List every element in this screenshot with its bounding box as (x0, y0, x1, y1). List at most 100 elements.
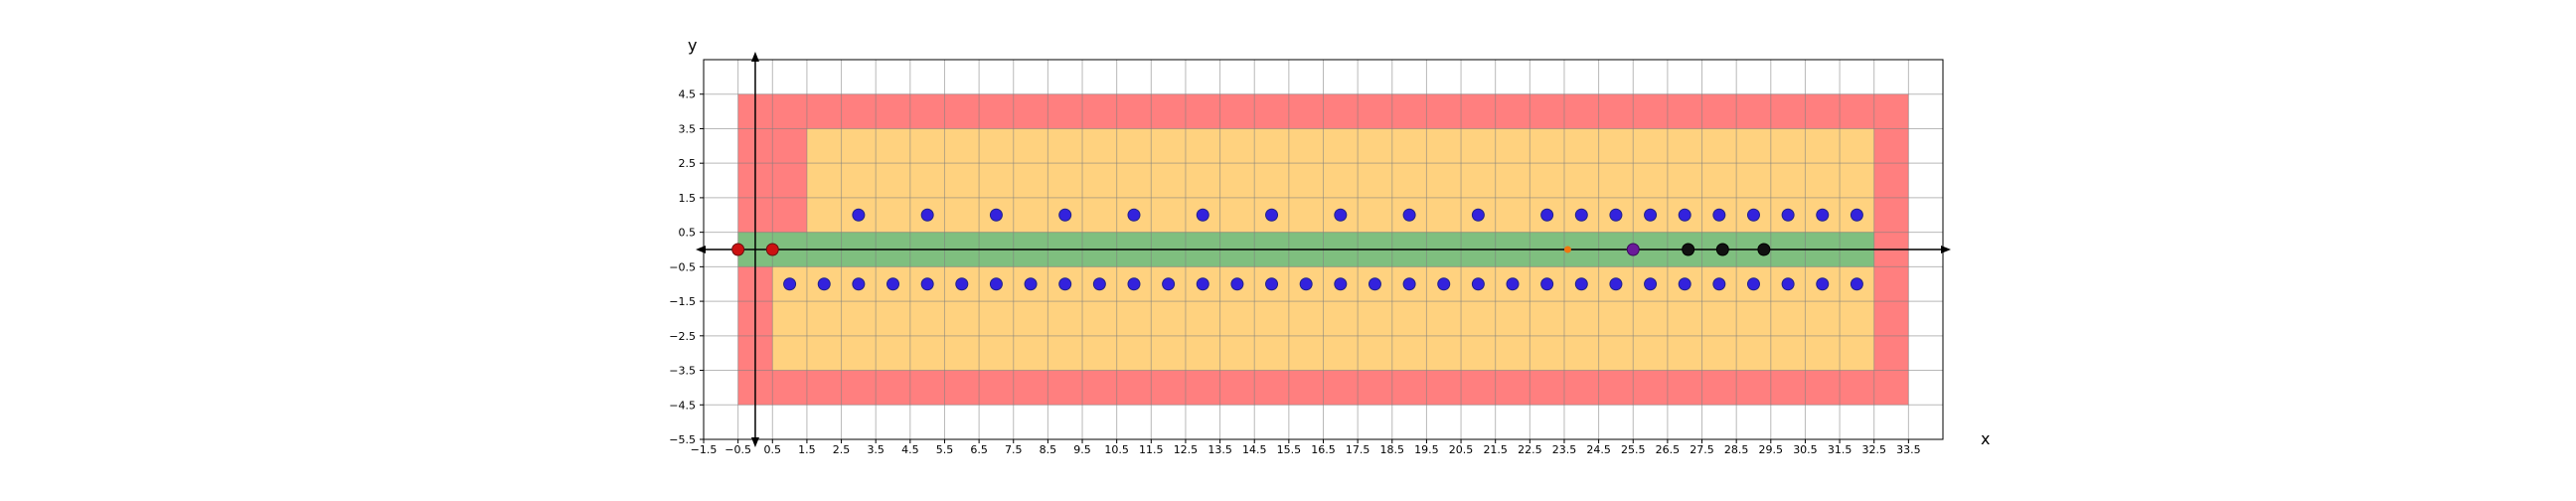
y-tick-label: −5.5 (669, 433, 696, 446)
data-point (1712, 277, 1726, 291)
x-tick-label: 16.5 (1311, 443, 1336, 456)
data-point (852, 208, 866, 222)
data-point (1781, 208, 1795, 222)
data-point (1299, 277, 1313, 291)
data-point (1058, 208, 1072, 222)
data-point (783, 277, 797, 291)
data-point (1506, 277, 1520, 291)
data-point (955, 277, 969, 291)
data-point (1816, 208, 1830, 222)
data-point (886, 277, 900, 291)
data-point (1609, 277, 1623, 291)
data-point (1127, 208, 1141, 222)
x-tick-label: 23.5 (1552, 443, 1577, 456)
data-point (989, 208, 1003, 222)
x-tick-label: 19.5 (1414, 443, 1439, 456)
data-point (920, 208, 934, 222)
y-tick-label: −1.5 (669, 295, 696, 308)
x-tick-label: 4.5 (901, 443, 919, 456)
data-point (765, 243, 779, 256)
data-point (920, 277, 934, 291)
data-point (1334, 277, 1348, 291)
data-point (1058, 277, 1072, 291)
data-point (1644, 277, 1658, 291)
x-tick-label: 5.5 (936, 443, 954, 456)
data-point (1196, 208, 1209, 222)
data-point (1162, 277, 1176, 291)
data-point (1368, 277, 1381, 291)
x-tick-label: 6.5 (970, 443, 988, 456)
y-tick-label: −4.5 (669, 399, 696, 412)
tick-labels: −1.5 −0.5 0.5 1.5 2.5 3.5 4.5 5.5 6.5 7.5 8.5 9.5 10… (669, 88, 1920, 456)
data-point (1850, 277, 1863, 291)
x-tick-label: −1.5 (691, 443, 718, 456)
data-point (1540, 208, 1554, 222)
x-tick-label: 18.5 (1380, 443, 1405, 456)
y-tick-label: 3.5 (679, 122, 697, 135)
x-tick-label: 21.5 (1483, 443, 1508, 456)
x-axis-arrow-left (696, 246, 706, 253)
x-tick-label: 32.5 (1861, 443, 1886, 456)
x-tick-label: 14.5 (1242, 443, 1267, 456)
data-point (1230, 277, 1244, 291)
data-point (1746, 208, 1760, 222)
x-tick-label: 0.5 (764, 443, 782, 456)
data-point (1196, 277, 1209, 291)
data-point (1540, 277, 1554, 291)
data-point (1712, 208, 1726, 222)
data-point (1437, 277, 1451, 291)
data-point (1402, 277, 1416, 291)
x-tick-label: 15.5 (1277, 443, 1302, 456)
y-axis-label: y (688, 36, 697, 55)
points-layer (731, 208, 1863, 291)
data-point (1678, 277, 1691, 291)
x-tick-label: 1.5 (798, 443, 816, 456)
data-point (1563, 246, 1571, 253)
data-point (852, 277, 866, 291)
x-axis-label: x (1981, 429, 1990, 448)
x-tick-label: 11.5 (1139, 443, 1164, 456)
data-point (1715, 243, 1729, 256)
data-point (1092, 277, 1106, 291)
x-tick-label: 33.5 (1896, 443, 1921, 456)
x-tick-label: 12.5 (1174, 443, 1199, 456)
x-tick-label: 10.5 (1104, 443, 1129, 456)
x-tick-label: 13.5 (1208, 443, 1232, 456)
x-tick-label: 17.5 (1346, 443, 1370, 456)
y-tick-label: 2.5 (679, 157, 697, 170)
x-tick-label: 7.5 (1005, 443, 1023, 456)
data-point (1265, 208, 1279, 222)
data-point (1574, 277, 1588, 291)
x-tick-label: 28.5 (1724, 443, 1749, 456)
data-point (1850, 208, 1863, 222)
data-point (731, 243, 745, 256)
data-point (1746, 277, 1760, 291)
data-point (1816, 277, 1830, 291)
x-tick-label: 30.5 (1793, 443, 1818, 456)
x-tick-label: 24.5 (1586, 443, 1611, 456)
axes-layer (696, 52, 1951, 447)
x-tick-label: 26.5 (1656, 443, 1681, 456)
data-point (1334, 208, 1348, 222)
data-point (1678, 208, 1691, 222)
data-point (1757, 243, 1771, 256)
data-point (1574, 208, 1588, 222)
x-tick-label: −0.5 (724, 443, 751, 456)
data-point (1127, 277, 1141, 291)
data-point (989, 277, 1003, 291)
y-tick-label: −2.5 (669, 330, 696, 343)
y-tick-label: 1.5 (679, 192, 697, 205)
x-tick-label: 29.5 (1759, 443, 1784, 456)
x-tick-label: 25.5 (1621, 443, 1646, 456)
y-tick-label: −3.5 (669, 365, 696, 378)
x-tick-label: 27.5 (1690, 443, 1714, 456)
data-point (1644, 208, 1658, 222)
x-tick-label: 31.5 (1828, 443, 1852, 456)
x-tick-label: 2.5 (833, 443, 851, 456)
data-point (1471, 208, 1485, 222)
data-point (817, 277, 831, 291)
y-tick-label: 4.5 (679, 88, 697, 101)
data-point (1781, 277, 1795, 291)
data-point (1626, 243, 1640, 256)
data-point (1471, 277, 1485, 291)
